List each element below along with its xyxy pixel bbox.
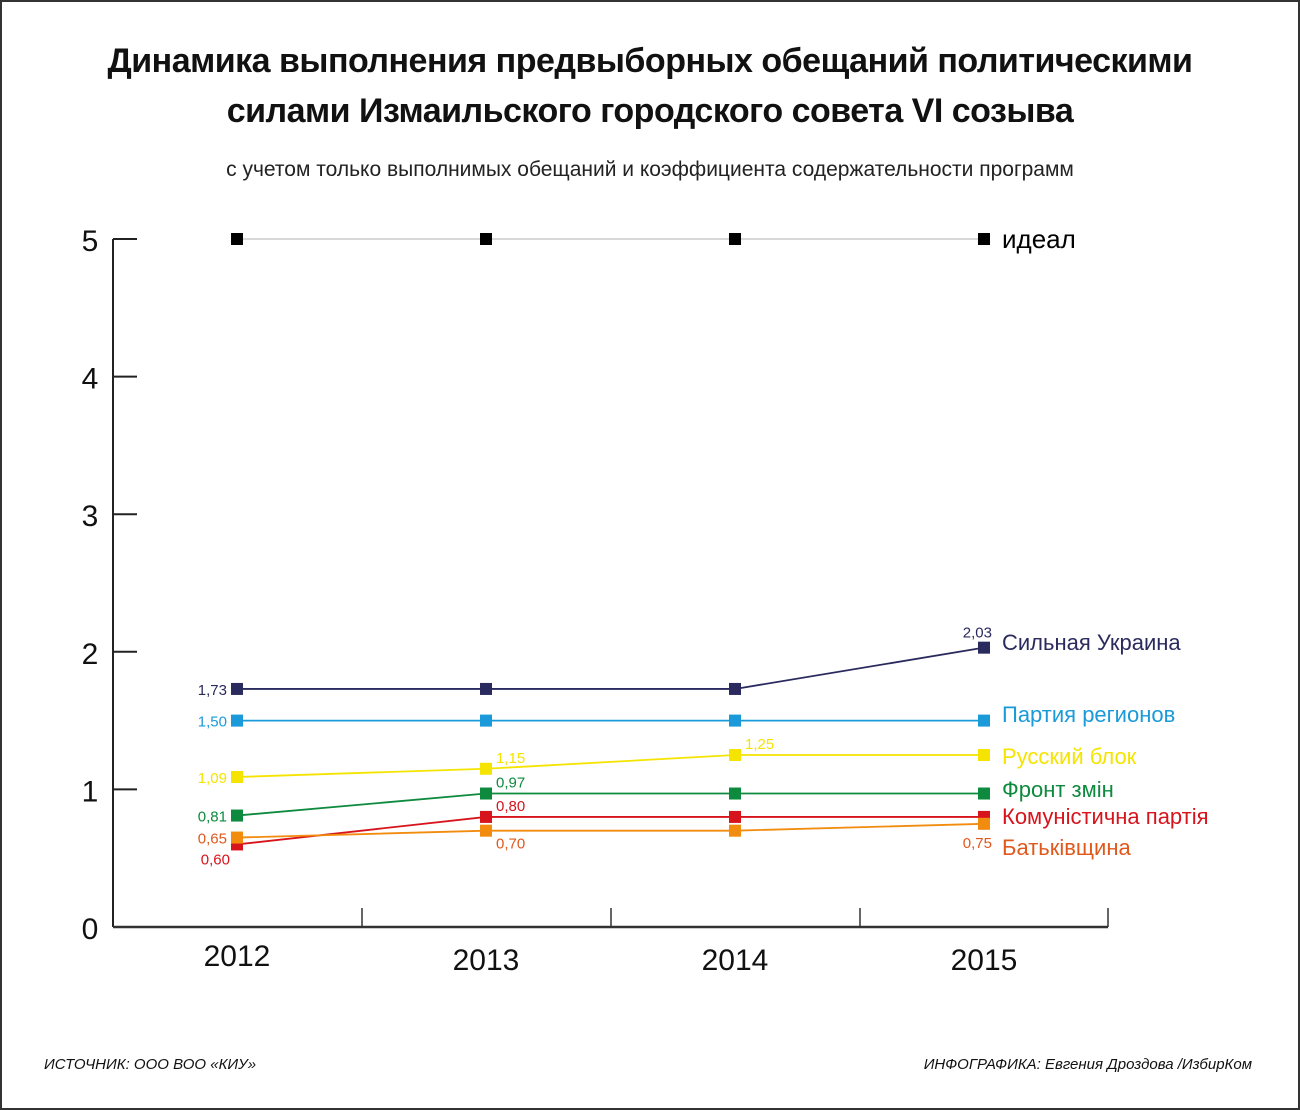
x-tick-label: 2013 xyxy=(453,944,520,977)
legend-label: Сильная Украина xyxy=(1002,630,1181,655)
legend-label: Батьківщина xyxy=(1002,835,1131,860)
data-point-marker xyxy=(729,749,741,761)
data-point-marker xyxy=(231,809,243,822)
data-label: 0,60 xyxy=(201,851,230,868)
y-tick-label: 0 xyxy=(82,913,99,946)
legend-label: идеал xyxy=(1002,224,1076,254)
data-label: 1,73 xyxy=(198,682,227,699)
data-point-marker xyxy=(231,682,243,695)
data-point-marker xyxy=(729,714,741,727)
series-line xyxy=(236,754,984,778)
data-point-marker xyxy=(729,233,741,245)
x-tick-label: 2014 xyxy=(702,944,769,977)
data-point-marker xyxy=(729,810,741,823)
data-point-marker xyxy=(480,810,492,823)
data-point-marker xyxy=(978,787,990,800)
x-tick-label: 2012 xyxy=(204,940,271,973)
legend-label: Партия регионов xyxy=(1002,702,1175,727)
data-label: 0,65 xyxy=(198,831,227,848)
series-line xyxy=(236,792,984,817)
data-label: 1,25 xyxy=(745,736,774,753)
data-point-marker xyxy=(978,817,990,830)
chart-title-line1: Динамика выполнения предвыборных обещани… xyxy=(107,42,1193,80)
data-point-marker xyxy=(231,233,243,245)
credit-note: ИНФОГРАФИКА: Евгения Дроздова /ИзбирКом xyxy=(923,1056,1252,1073)
data-point-marker xyxy=(978,749,990,761)
data-point-marker xyxy=(978,641,990,654)
data-point-marker xyxy=(231,714,243,727)
legend-label: Фронт змін xyxy=(1002,777,1114,802)
data-point-marker xyxy=(978,714,990,727)
data-point-marker xyxy=(978,233,990,245)
data-point-marker xyxy=(480,762,492,775)
data-label: 1,50 xyxy=(198,714,227,731)
data-point-marker xyxy=(480,824,492,837)
data-point-marker xyxy=(480,233,492,245)
source-note: ИСТОЧНИК: ООО ВОО «КИУ» xyxy=(44,1056,257,1073)
data-label: 0,81 xyxy=(198,809,227,826)
data-point-marker xyxy=(480,787,492,800)
data-point-marker xyxy=(729,787,741,800)
legend-label: Русский блок xyxy=(1002,744,1137,769)
y-tick-label: 2 xyxy=(82,638,99,671)
x-tick-label: 2015 xyxy=(951,944,1018,977)
data-point-marker xyxy=(480,714,492,727)
data-label: 0,70 xyxy=(496,836,525,853)
data-label: 1,15 xyxy=(496,750,525,767)
data-point-marker xyxy=(729,682,741,695)
series-line xyxy=(236,816,984,846)
legend-label: Комуністична партія xyxy=(1002,804,1209,829)
chart-title-line2: силами Измаильского городского совета VI… xyxy=(226,92,1074,130)
data-label: 0,75 xyxy=(963,835,992,852)
data-point-marker xyxy=(231,831,243,844)
chart-subtitle: с учетом только выполнимых обещаний и ко… xyxy=(226,158,1074,181)
series-line xyxy=(237,646,985,690)
y-tick-label: 1 xyxy=(82,775,99,808)
data-label: 1,09 xyxy=(198,770,227,787)
y-tick-label: 5 xyxy=(82,225,99,258)
data-point-marker xyxy=(231,771,243,784)
data-label: 0,97 xyxy=(496,775,525,792)
series-line xyxy=(236,822,985,839)
data-label: 0,80 xyxy=(496,798,525,815)
y-tick-label: 3 xyxy=(82,500,99,533)
data-point-marker xyxy=(729,824,741,837)
data-label: 2,03 xyxy=(963,625,992,642)
data-point-marker xyxy=(480,682,492,695)
y-tick-label: 4 xyxy=(82,363,99,396)
